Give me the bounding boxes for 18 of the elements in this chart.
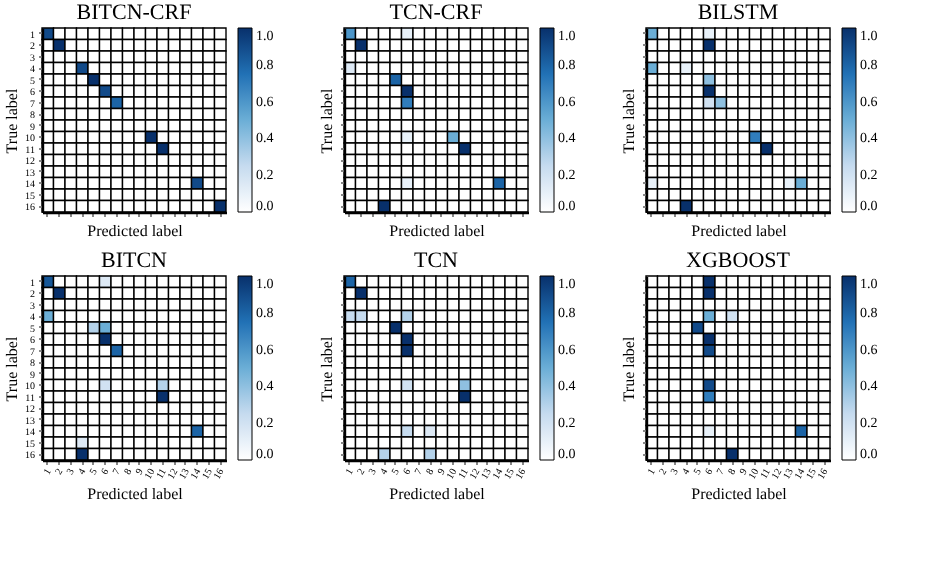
y-axis-title: True label	[620, 335, 638, 402]
chart-title: XGBOOST	[686, 249, 791, 274]
x-axis-title: Predicted label	[389, 222, 487, 240]
chart-title: BITCN	[101, 249, 168, 274]
chart-title: TCN-CRF	[389, 1, 483, 26]
chart-title: TCN	[414, 249, 459, 274]
y-axis-title: True label	[3, 87, 21, 154]
chart-title: BILSTM	[697, 1, 779, 26]
x-axis-title: Predicted label	[389, 484, 487, 503]
y-axis-title: True label	[3, 335, 21, 402]
x-axis-title: Predicted label	[691, 222, 789, 240]
x-axis-title: Predicted label	[87, 222, 185, 240]
chart-title: BITCN-CRF	[76, 1, 192, 26]
y-axis-title: True label	[318, 87, 336, 154]
y-axis-title: True label	[318, 335, 336, 402]
x-axis-title: Predicted label	[691, 484, 789, 503]
y-axis-title: True label	[620, 87, 638, 154]
x-axis-title: Predicted label	[87, 484, 185, 503]
